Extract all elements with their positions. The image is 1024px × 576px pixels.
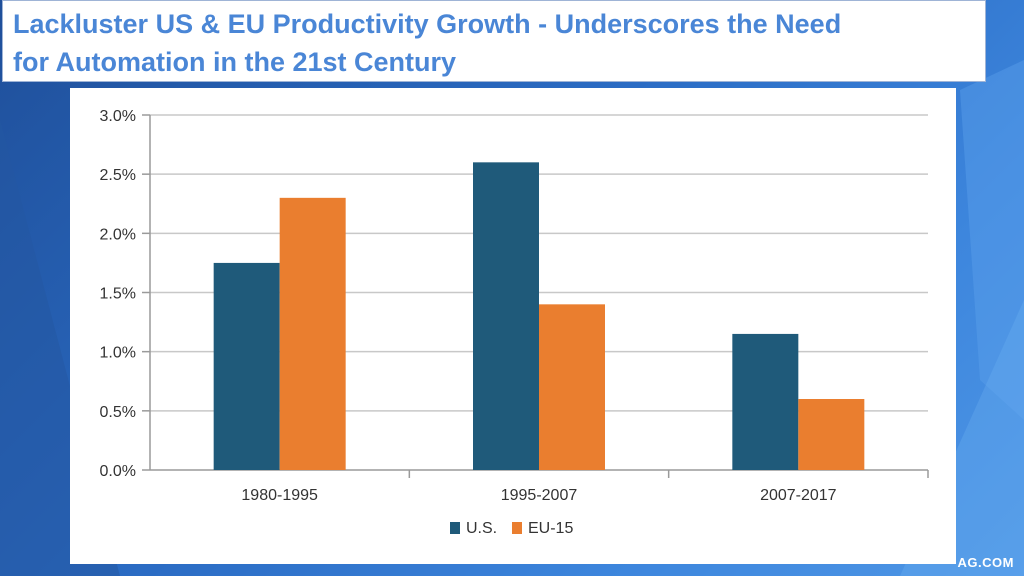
title-line-1: Lackluster US & EU Productivity Growth -… — [13, 5, 975, 43]
y-tick-label: 0.5% — [100, 404, 136, 421]
bar-chart: 0.0% 0.5% 1.0% 1.5% 2.0% 2.5% 3.0% 1980-1995 199… — [70, 88, 956, 564]
bar-u-s-2007-2017 — [732, 334, 798, 470]
bar-u-s-1995-2007 — [473, 162, 539, 470]
legend-label: U.S. — [466, 520, 497, 537]
x-tick-label: 2007-2017 — [760, 487, 837, 504]
chart-panel: 0.0% 0.5% 1.0% 1.5% 2.0% 2.5% 3.0% 1980-1995 199… — [70, 88, 956, 564]
slide-title: Lackluster US & EU Productivity Growth -… — [2, 0, 986, 82]
legend-swatch — [450, 522, 460, 534]
x-tick-label: 1995-2007 — [501, 487, 578, 504]
watermark: AG.COM — [958, 555, 1014, 570]
bar-u-s-1980-1995 — [214, 263, 280, 470]
y-tick-label: 1.0% — [100, 345, 136, 362]
y-tick-label: 2.5% — [100, 167, 136, 184]
y-tick-label: 3.0% — [100, 108, 136, 125]
y-tick-label: 2.0% — [100, 226, 136, 243]
legend-swatch — [512, 522, 522, 534]
bar-eu-15-1995-2007 — [539, 304, 605, 470]
title-line-2: for Automation in the 21st Century — [13, 43, 975, 81]
bar-eu-15-2007-2017 — [798, 399, 864, 470]
legend-label: EU-15 — [528, 520, 573, 537]
y-tick-label: 0.0% — [100, 463, 136, 480]
bar-eu-15-1980-1995 — [280, 198, 346, 470]
x-tick-label: 1980-1995 — [241, 487, 318, 504]
y-tick-label: 1.5% — [100, 286, 136, 303]
